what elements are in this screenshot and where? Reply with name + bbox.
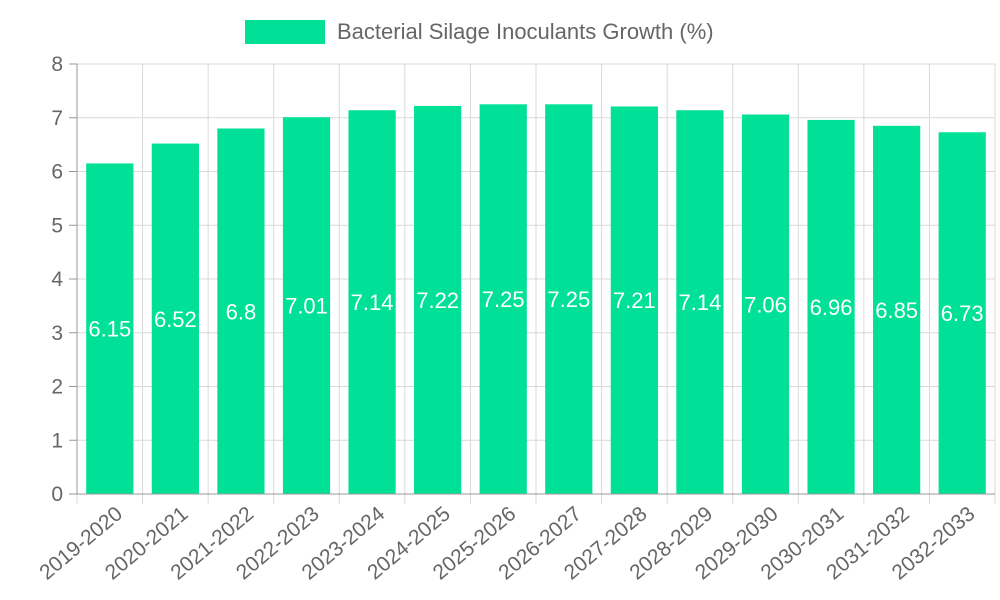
data-label: 7.14 xyxy=(351,290,394,315)
data-label: 6.85 xyxy=(875,298,918,323)
data-labels: 6.15 6.52 6.8 7.01 7.14 7.22 7.25 7.25 7.21 7.14 7… xyxy=(88,287,983,342)
legend[interactable]: Bacterial Silage Inoculants Growth (%) xyxy=(245,19,714,44)
y-tick-label: 7 xyxy=(51,107,63,130)
y-tick-label: 3 xyxy=(51,322,63,345)
y-tick-label: 1 xyxy=(51,429,63,452)
data-label: 6.15 xyxy=(88,317,131,342)
legend-label: Bacterial Silage Inoculants Growth (%) xyxy=(337,19,714,44)
data-label: 7.14 xyxy=(679,290,722,315)
legend-swatch xyxy=(245,20,325,44)
data-label: 7.25 xyxy=(482,287,525,312)
bar-2022-2023[interactable] xyxy=(282,117,331,495)
data-label: 6.73 xyxy=(941,301,984,326)
data-label: 6.52 xyxy=(154,307,197,332)
y-tick-label: 2 xyxy=(51,376,63,399)
data-label: 6.8 xyxy=(226,299,257,324)
grid-lines xyxy=(76,63,996,504)
bar-2032-2033[interactable] xyxy=(938,132,986,494)
data-label: 7.25 xyxy=(547,287,590,312)
bar-2031-2032[interactable] xyxy=(873,125,921,494)
bar-2021-2022[interactable] xyxy=(217,128,265,495)
bars xyxy=(86,104,986,495)
data-label: 7.01 xyxy=(285,294,328,319)
y-tick-label: 4 xyxy=(51,268,63,291)
bar-2024-2025[interactable] xyxy=(414,105,462,495)
y-tick-label: 6 xyxy=(51,161,63,184)
bar-2027-2028[interactable] xyxy=(610,106,658,495)
data-label: 7.22 xyxy=(416,288,459,313)
bar-2028-2029[interactable] xyxy=(676,110,724,494)
data-label: 7.21 xyxy=(613,288,656,313)
data-label: 6.96 xyxy=(810,295,853,320)
bar-2029-2030[interactable] xyxy=(741,114,790,495)
bar-2023-2024[interactable] xyxy=(348,110,396,494)
bar-2025-2026[interactable] xyxy=(479,104,527,494)
y-tick-label: 8 xyxy=(51,53,63,76)
bar-2026-2027[interactable] xyxy=(545,104,593,494)
y-tick-label: 5 xyxy=(51,214,63,237)
bar-2019-2020[interactable] xyxy=(86,163,134,494)
data-label: 7.06 xyxy=(744,292,787,317)
y-tick-label: 0 xyxy=(51,483,63,506)
bar-2020-2021[interactable] xyxy=(151,143,199,495)
bar-2030-2031[interactable] xyxy=(807,119,855,495)
